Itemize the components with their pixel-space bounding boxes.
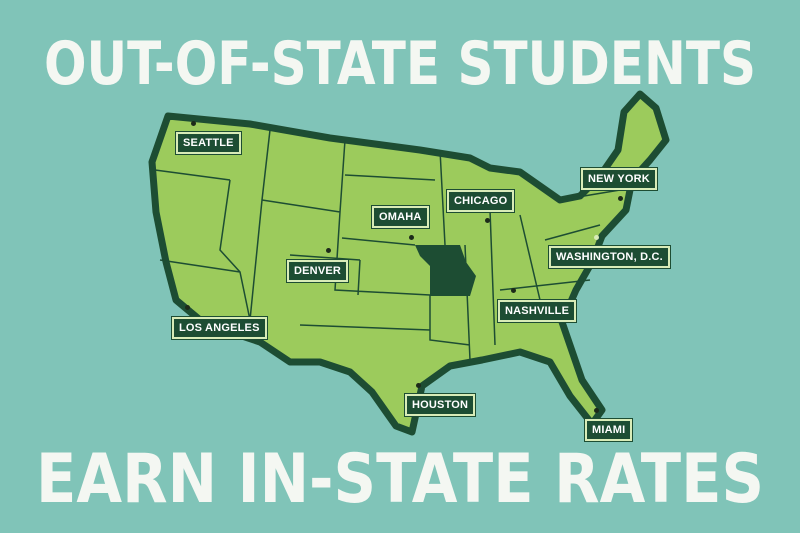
city-pin: [185, 305, 190, 310]
city-label-chicago: CHICAGO: [447, 190, 515, 212]
missouri-highlight: [415, 245, 476, 296]
city-label-washington-dc: WASHINGTON, D.C.: [549, 246, 670, 268]
city-label-new-york: NEW YORK: [581, 168, 657, 190]
city-pin: [416, 383, 421, 388]
city-pin: [511, 288, 516, 293]
city-pin: [191, 121, 196, 126]
city-pin: [618, 196, 623, 201]
capital-star-icon: [594, 235, 599, 240]
city-label-miami: MIAMI: [585, 419, 633, 441]
city-label-seattle: SEATTLE: [176, 132, 241, 154]
city-pin: [594, 408, 599, 413]
city-pin: [326, 248, 331, 253]
headline-top: OUT-OF-STATE STUDENTS: [44, 29, 756, 99]
city-label-nashville: NASHVILLE: [498, 300, 577, 322]
headline-bottom: EARN IN-STATE RATES: [36, 440, 764, 519]
city-label-denver: DENVER: [287, 260, 349, 282]
city-pin: [485, 218, 490, 223]
city-pin: [409, 235, 414, 240]
state-borders: [154, 129, 621, 361]
city-label-omaha: OMAHA: [372, 206, 429, 228]
city-label-los-angeles: LOS ANGELES: [172, 317, 267, 339]
us-map: [148, 90, 670, 436]
city-label-houston: HOUSTON: [405, 394, 476, 416]
